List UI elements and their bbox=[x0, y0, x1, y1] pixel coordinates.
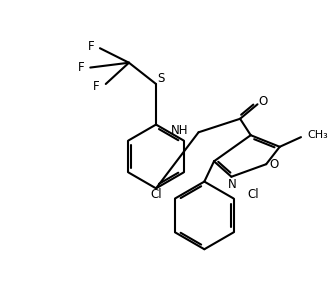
Text: NH: NH bbox=[171, 124, 189, 137]
Text: F: F bbox=[88, 40, 94, 53]
Text: S: S bbox=[157, 72, 165, 85]
Text: N: N bbox=[228, 178, 237, 191]
Text: F: F bbox=[93, 80, 100, 93]
Text: O: O bbox=[259, 95, 268, 108]
Text: F: F bbox=[78, 61, 85, 74]
Text: Cl: Cl bbox=[247, 188, 259, 201]
Text: CH₃: CH₃ bbox=[308, 130, 328, 140]
Text: O: O bbox=[269, 158, 279, 171]
Text: Cl: Cl bbox=[150, 188, 161, 201]
